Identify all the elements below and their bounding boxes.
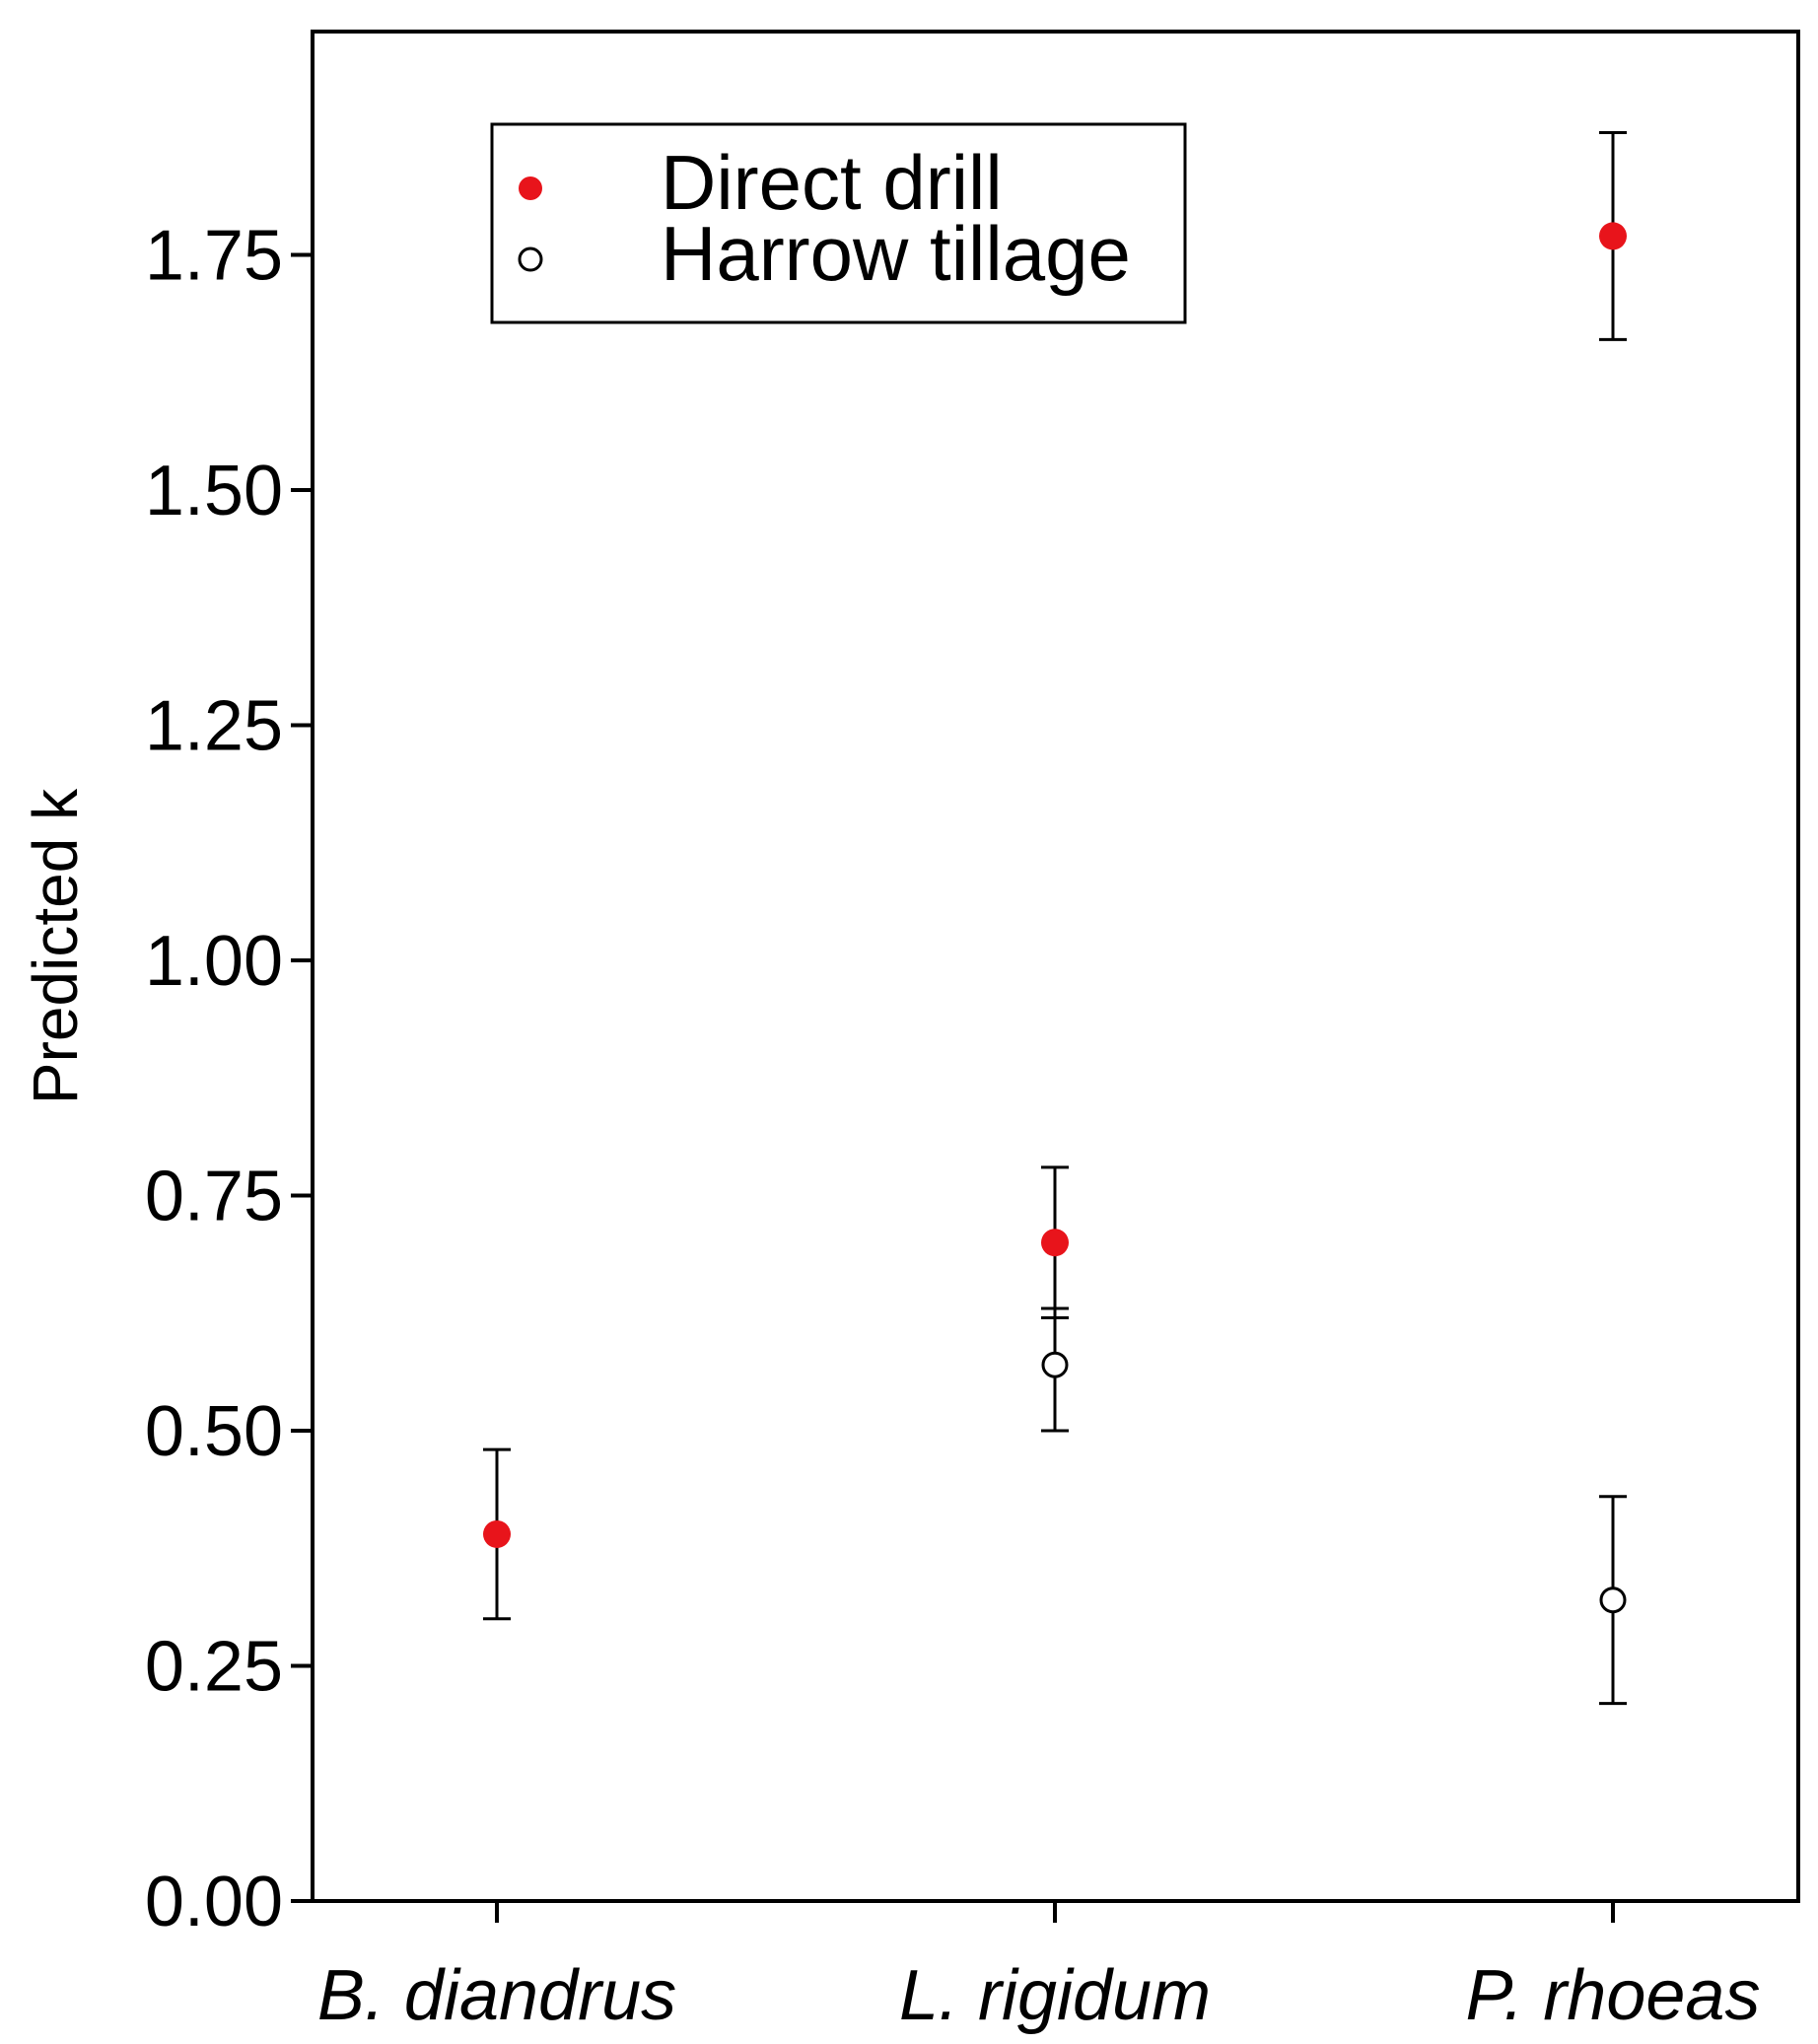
legend-label-direct-drill: Direct drill xyxy=(661,139,1003,226)
data-point-direct-drill xyxy=(1041,1229,1069,1257)
x-tick-label: P. rhoeas xyxy=(1466,1956,1761,2035)
data-point-direct-drill xyxy=(483,1519,511,1548)
legend-box xyxy=(490,122,1187,324)
x-tick-label: L. rigidum xyxy=(899,1956,1211,2035)
y-tick-label: 1.75 xyxy=(145,217,283,296)
y-tick-label: 0.25 xyxy=(145,1628,283,1707)
y-tick-label: 1.25 xyxy=(145,687,283,766)
x-tick-label: B. diandrus xyxy=(317,1956,676,2035)
legend-marker-direct-drill xyxy=(519,176,542,200)
y-axis-title: Predicted k xyxy=(20,788,91,1104)
y-tick-label: 1.50 xyxy=(145,452,283,530)
data-point-direct-drill xyxy=(1599,222,1627,250)
y-tick-label: 0.75 xyxy=(145,1158,283,1236)
data-point-harrow-tillage xyxy=(1599,1586,1627,1614)
legend: Direct drill Harrow tillage xyxy=(490,122,1187,324)
legend-label-harrow-tillage: Harrow tillage xyxy=(661,210,1131,297)
y-tick-label: 0.50 xyxy=(145,1392,283,1471)
data-point-harrow-tillage xyxy=(1041,1351,1069,1378)
axes-layer: 0.00 0.25 0.50 0.75 1.00 1.25 1.50 1.75 B. diand… xyxy=(145,30,1800,2035)
y-tick-label: 0.00 xyxy=(145,1863,283,1941)
legend-marker-harrow-tillage xyxy=(518,247,543,272)
y-tick-label: 1.00 xyxy=(145,922,283,1001)
marks-layer xyxy=(483,130,1627,1706)
